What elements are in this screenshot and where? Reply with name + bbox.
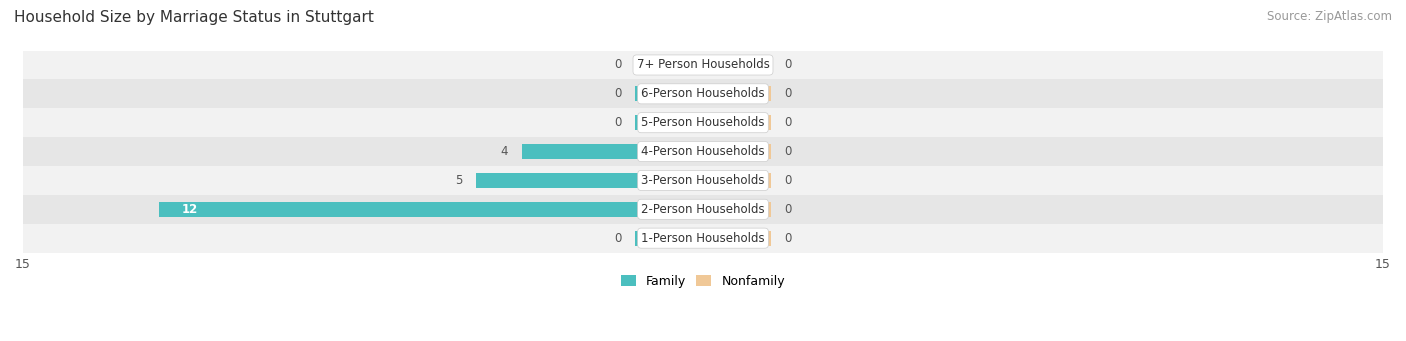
- Bar: [636, 86, 703, 101]
- Bar: [703, 202, 770, 217]
- Bar: [703, 231, 770, 246]
- Text: 0: 0: [785, 145, 792, 158]
- Bar: [22, 166, 1384, 195]
- Bar: [703, 58, 770, 73]
- Legend: Family, Nonfamily: Family, Nonfamily: [616, 270, 790, 293]
- Text: 5-Person Households: 5-Person Households: [641, 116, 765, 129]
- Bar: [703, 86, 770, 101]
- Bar: [703, 173, 770, 188]
- Text: 5: 5: [456, 174, 463, 187]
- Text: 0: 0: [614, 87, 621, 100]
- Bar: [703, 115, 770, 130]
- Bar: [22, 79, 1384, 108]
- Text: 0: 0: [785, 116, 792, 129]
- Text: Household Size by Marriage Status in Stuttgart: Household Size by Marriage Status in Stu…: [14, 10, 374, 25]
- Text: 0: 0: [614, 232, 621, 244]
- Text: 0: 0: [785, 232, 792, 244]
- Bar: [636, 115, 703, 130]
- Text: 7+ Person Households: 7+ Person Households: [637, 58, 769, 72]
- Text: 0: 0: [785, 87, 792, 100]
- Text: Source: ZipAtlas.com: Source: ZipAtlas.com: [1267, 10, 1392, 23]
- Text: 4-Person Households: 4-Person Households: [641, 145, 765, 158]
- Bar: [703, 144, 770, 159]
- Bar: [22, 50, 1384, 79]
- Bar: [22, 195, 1384, 224]
- Text: 0: 0: [785, 58, 792, 72]
- Text: 6-Person Households: 6-Person Households: [641, 87, 765, 100]
- Bar: [636, 58, 703, 73]
- Text: 0: 0: [614, 116, 621, 129]
- Bar: [22, 108, 1384, 137]
- Text: 0: 0: [785, 203, 792, 216]
- Bar: [522, 144, 703, 159]
- Bar: [477, 173, 703, 188]
- Text: 0: 0: [614, 58, 621, 72]
- Text: 4: 4: [501, 145, 508, 158]
- Bar: [22, 137, 1384, 166]
- Text: 1-Person Households: 1-Person Households: [641, 232, 765, 244]
- Text: 0: 0: [785, 174, 792, 187]
- Text: 12: 12: [181, 203, 198, 216]
- Bar: [22, 224, 1384, 253]
- Text: 3-Person Households: 3-Person Households: [641, 174, 765, 187]
- Bar: [636, 231, 703, 246]
- Bar: [159, 202, 703, 217]
- Text: 2-Person Households: 2-Person Households: [641, 203, 765, 216]
